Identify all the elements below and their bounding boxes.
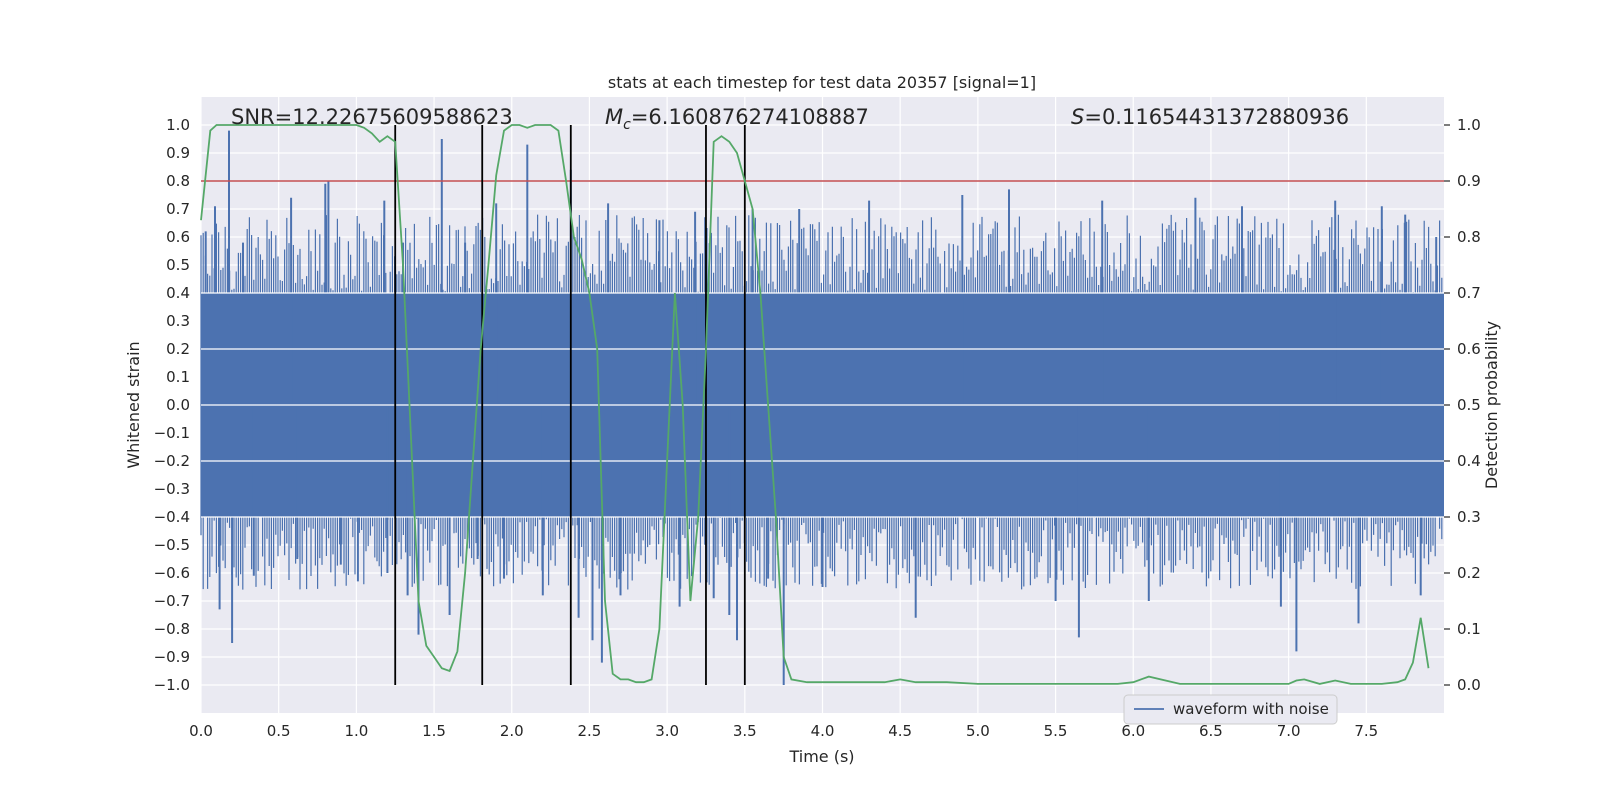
y2-tick-label: 0.5	[1457, 396, 1481, 414]
y2-axis-label: Detection probability	[1482, 321, 1501, 489]
y2-tick-label: 0.1	[1457, 620, 1481, 638]
y-tick-label: −0.4	[154, 508, 190, 526]
y-tick-label: −0.9	[154, 648, 190, 666]
x-tick-label: 2.5	[578, 722, 602, 740]
x-tick-label: 7.0	[1277, 722, 1301, 740]
y-axis-right: 1.0 0.9 0.8 0.7 0.6 0.5 0.4 0.3 0.2 0.1 0.0	[1444, 116, 1481, 694]
legend-label: waveform with noise	[1173, 700, 1329, 718]
y2-tick-label: 1.0	[1457, 116, 1481, 134]
y-tick-label: −1.0	[154, 676, 190, 694]
y-tick-label: 0.9	[166, 144, 190, 162]
y-tick-label: 0.3	[166, 312, 190, 330]
waveform-noise	[200, 214, 1443, 590]
x-tick-label: 6.5	[1199, 722, 1223, 740]
y-tick-label: 0.4	[166, 284, 190, 302]
x-tick-label: 7.5	[1354, 722, 1378, 740]
y-tick-label: 0.5	[166, 256, 190, 274]
x-tick-label: 0.5	[267, 722, 291, 740]
y2-tick-label: 0.2	[1457, 564, 1481, 582]
chirp-mass-subscript: c	[623, 117, 631, 133]
y-axis-left: 1.0 0.9 0.8 0.7 0.6 0.5 0.4 0.3 0.2 0.1 0.0 −0.1 −0.…	[154, 116, 190, 694]
snr-annotation: SNR=12.22675609588623	[231, 105, 513, 129]
x-tick-label: 5.0	[966, 722, 990, 740]
y-tick-label: 0.6	[166, 228, 190, 246]
s-symbol: S	[1071, 105, 1084, 129]
y2-tick-label: 0.7	[1457, 284, 1481, 302]
chirp-mass-symbol: M	[605, 105, 623, 129]
x-axis: 0.0 0.5 1.0 1.5 2.0 2.5 3.0 3.5 4.0 4.5 5.0 5.5 6.0 6…	[189, 722, 1378, 740]
y-tick-label: −0.6	[154, 564, 190, 582]
y-tick-label: 0.7	[166, 200, 190, 218]
legend-box	[1123, 694, 1338, 725]
detection-probability-line	[200, 124, 1430, 685]
vertical-markers	[394, 125, 746, 685]
x-tick-label: 4.0	[811, 722, 835, 740]
y2-tick-label: 0.0	[1457, 676, 1481, 694]
y-tick-label: −0.5	[154, 536, 190, 554]
s-annotation: S=0.11654431372880936	[1071, 105, 1349, 129]
x-tick-label: 6.0	[1121, 722, 1145, 740]
y-tick-label: 0.1	[166, 368, 190, 386]
x-axis-label: Time (s)	[788, 747, 854, 766]
x-tick-label: 3.5	[733, 722, 757, 740]
y2-tick-label: 0.8	[1457, 228, 1481, 246]
chart-title: stats at each timestep for test data 203…	[608, 73, 1036, 92]
chirp-mass-value: =6.160876274108887	[631, 105, 869, 129]
x-tick-label: 1.5	[422, 722, 446, 740]
y-tick-label: 0.0	[166, 396, 190, 414]
x-tick-label: 0.0	[189, 722, 213, 740]
y-tick-label: 0.8	[166, 172, 190, 190]
waveform-series	[200, 130, 1444, 685]
y-tick-label: −0.3	[154, 480, 190, 498]
y-tick-label: −0.1	[154, 424, 190, 442]
y-tick-label: −0.2	[154, 452, 190, 470]
x-tick-label: 4.5	[888, 722, 912, 740]
s-value: =0.11654431372880936	[1084, 105, 1349, 129]
y-tick-label: −0.8	[154, 620, 190, 638]
y-tick-label: 0.2	[166, 340, 190, 358]
y2-tick-label: 0.3	[1457, 508, 1481, 526]
y-tick-label: 1.0	[166, 116, 190, 134]
y-tick-label: −0.7	[154, 592, 190, 610]
legend: waveform with noise	[1123, 694, 1338, 725]
x-tick-label: 3.0	[655, 722, 679, 740]
y2-tick-label: 0.4	[1457, 452, 1481, 470]
x-tick-label: 5.5	[1044, 722, 1068, 740]
chirp-mass-annotation: Mc=6.160876274108887	[605, 105, 869, 133]
y-axis-label: Whitened strain	[124, 341, 143, 468]
y2-tick-label: 0.9	[1457, 172, 1481, 190]
x-tick-label: 1.0	[344, 722, 368, 740]
x-tick-label: 2.0	[500, 722, 524, 740]
y2-tick-label: 0.6	[1457, 340, 1481, 358]
